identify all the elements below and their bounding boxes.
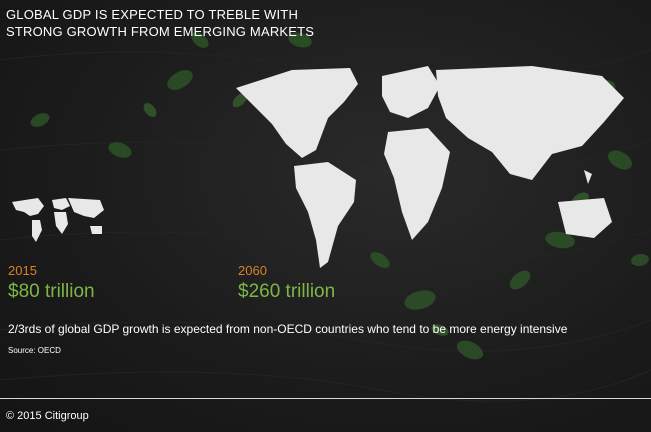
growth-note: 2/3rds of global GDP growth is expected …	[8, 322, 568, 336]
gdp-2015-value: $80 trillion	[8, 281, 95, 302]
world-map-large-icon	[236, 66, 624, 268]
divider	[0, 398, 651, 399]
copyright: © 2015 Citigroup	[6, 410, 89, 422]
year-2060-label: 2060	[238, 263, 267, 278]
year-2015-label: 2015	[8, 263, 37, 278]
gdp-2060-value: $260 trillion	[238, 281, 336, 302]
world-map-small-icon	[12, 198, 104, 242]
source-label: Source: OECD	[8, 346, 61, 355]
headline: GLOBAL GDP IS EXPECTED TO TREBLE WITH ST…	[6, 7, 315, 39]
